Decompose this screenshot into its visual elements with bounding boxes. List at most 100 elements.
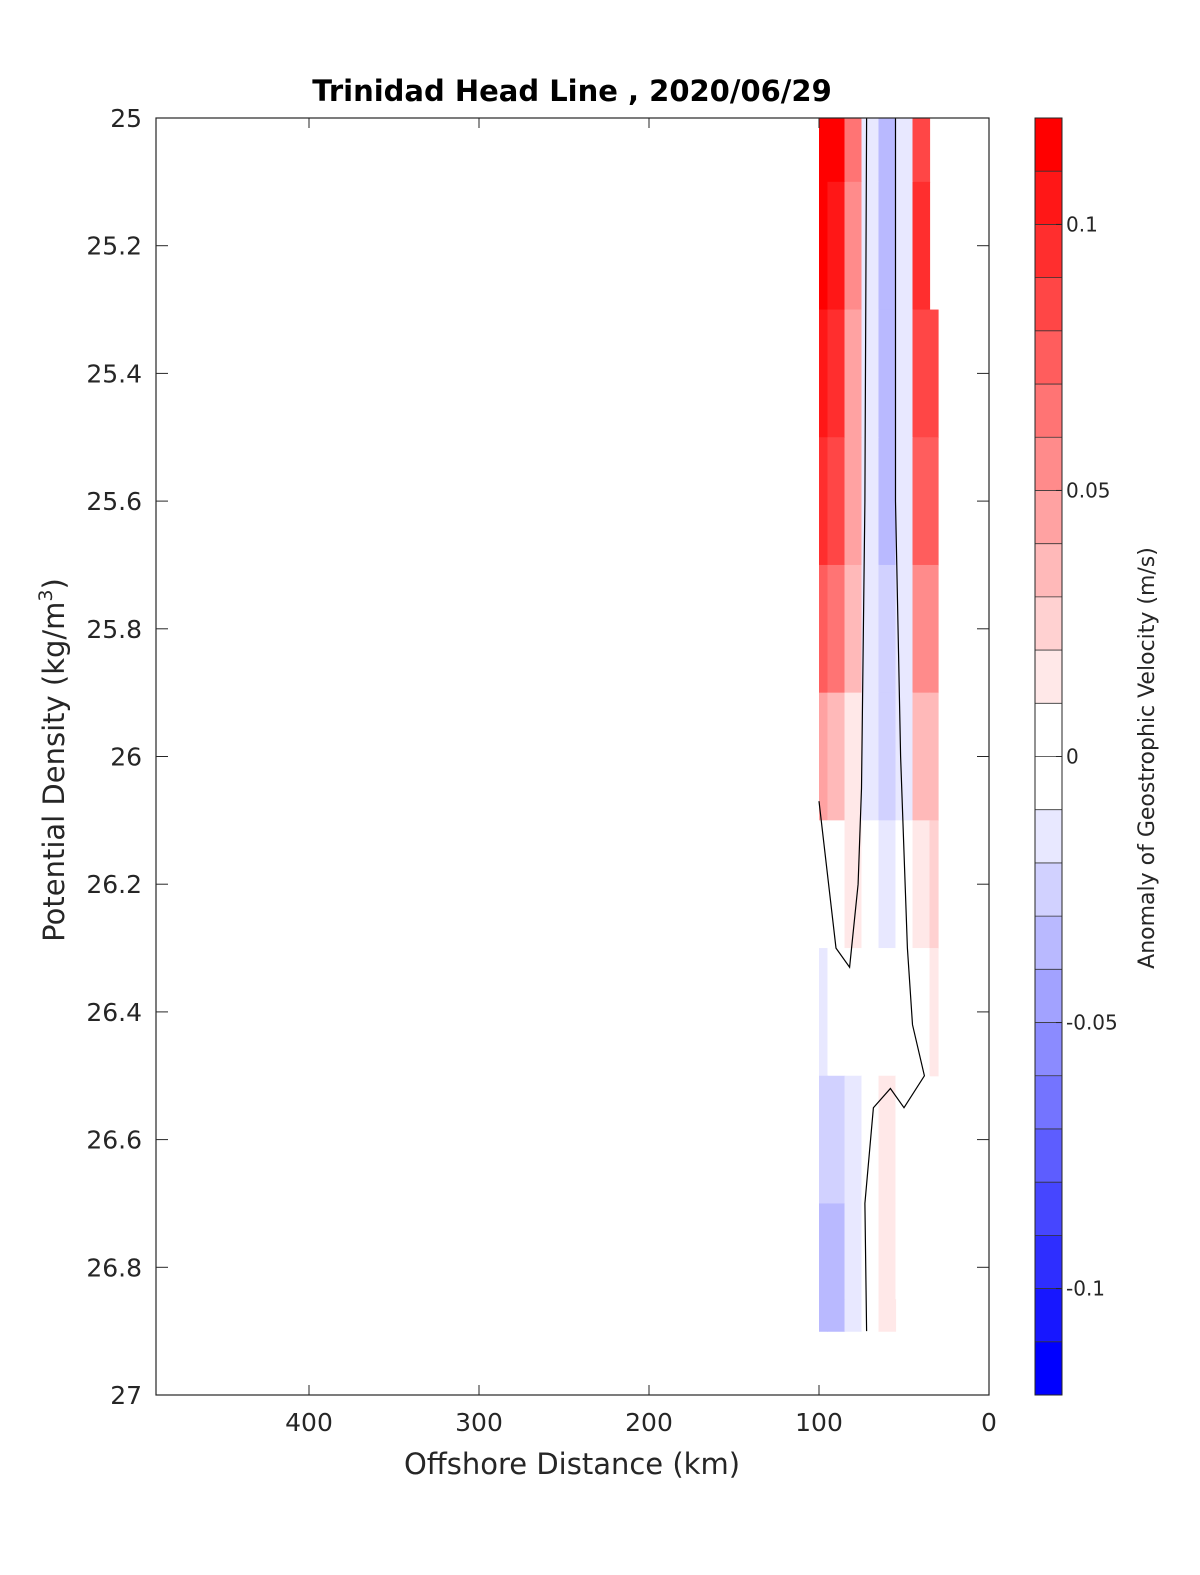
contour-cell [861, 692, 880, 821]
contour-cell [844, 564, 863, 694]
y-axis-title-superscript: 3 [35, 589, 57, 601]
zero-contour-lines [818, 118, 926, 1332]
colorbar-segment [1035, 437, 1062, 491]
colorbar-title: Anomaly of Geostrophic Velocity (m/s) [1135, 547, 1160, 969]
y-tick-label: 26 [110, 743, 142, 772]
contour-cell [912, 437, 931, 566]
contour-cell [895, 309, 914, 438]
colorbar-segment [1035, 1341, 1062, 1396]
y-axis-title: Potential Density (kg/m3) [35, 578, 71, 942]
contour-cell [929, 820, 939, 949]
contour-cell [819, 820, 829, 949]
contour-cell [827, 181, 846, 311]
contour-cell [929, 692, 939, 821]
contour-cell [895, 948, 914, 1077]
colorbar-segment [1035, 703, 1062, 757]
y-tick-label: 25 [110, 104, 142, 133]
x-tick-label: 100 [795, 1408, 843, 1437]
y-tick-label: 27 [110, 1381, 142, 1410]
contour-cell [878, 820, 897, 949]
colorbar-segment [1035, 118, 1062, 172]
contour-cell [912, 1075, 931, 1205]
zero-contour-line [818, 118, 868, 969]
contour-cell [844, 437, 863, 566]
y-tick-label: 26.8 [86, 1253, 142, 1282]
contour-cell [844, 692, 863, 821]
contour-cell [912, 820, 931, 949]
y-tick-label: 25.2 [86, 232, 142, 261]
y-tick-label: 25.8 [86, 615, 142, 644]
colorbar-segment [1035, 1075, 1062, 1130]
colorbar-segment [1035, 862, 1062, 917]
contour-cell [827, 948, 846, 1077]
contour-cell [878, 1299, 897, 1332]
contour-cell [895, 1075, 914, 1205]
contour-cell [912, 564, 931, 694]
x-tick-label: 300 [455, 1408, 503, 1437]
contour-cell [895, 1203, 914, 1300]
contour-cell [878, 437, 897, 566]
contour-cell [878, 309, 897, 438]
contour-cell [895, 118, 914, 183]
colorbar-segment [1035, 969, 1062, 1024]
contour-cell [844, 1075, 863, 1205]
contour-cell [861, 564, 880, 694]
colorbar-segment [1035, 809, 1062, 864]
contour-cell [819, 181, 829, 311]
contour-fill-layer [819, 118, 939, 1332]
contour-cell [895, 564, 914, 694]
contour-cell [895, 437, 914, 566]
contour-cell [878, 692, 897, 821]
x-tick-label: 200 [625, 1408, 673, 1437]
colorbar-tick-label: 0.1 [1066, 212, 1098, 236]
contour-cell [912, 118, 931, 183]
y-tick-label: 25.6 [86, 487, 142, 516]
colorbar-segment [1035, 1022, 1062, 1077]
contour-cell [819, 1203, 829, 1300]
contour-cell [861, 948, 880, 1077]
contour-cell [827, 1299, 846, 1332]
contour-cell [827, 118, 846, 183]
contour-cell [844, 820, 863, 949]
contour-cell [819, 564, 829, 694]
contour-cell [844, 309, 863, 438]
contour-cell [827, 1203, 846, 1300]
y-tick-label: 26.6 [86, 1126, 142, 1155]
contour-cell [827, 1075, 846, 1205]
y-tick-label: 26.2 [86, 870, 142, 899]
colorbar-segment [1035, 330, 1062, 385]
colorbar-segment [1035, 596, 1062, 651]
contour-cell [844, 181, 863, 311]
contour-cell [819, 118, 829, 183]
contour-cell [912, 181, 931, 311]
contour-cell [819, 309, 829, 438]
colorbar-segment [1035, 224, 1062, 279]
colorbar-segment [1035, 1182, 1062, 1236]
colorbar-tick-label: 0.05 [1066, 478, 1111, 502]
contour-cell [861, 1299, 880, 1332]
contour-cell [861, 1203, 880, 1300]
contour-cell [912, 948, 931, 1077]
contour-cell [861, 437, 880, 566]
contour-cell [827, 309, 846, 438]
contour-cell [819, 1299, 829, 1332]
x-axis: 400 300 200 100 0 [285, 118, 997, 1437]
contour-cell [844, 1299, 863, 1332]
y-tick-label: 26.4 [86, 998, 142, 1027]
colorbar-segment [1035, 1235, 1062, 1290]
contour-cell [819, 692, 829, 821]
contour-cell [929, 309, 939, 438]
contour-cell [827, 820, 846, 949]
colorbar-segment [1035, 543, 1062, 598]
y-axis: 25 25.2 25.4 25.6 25.8 26 26.2 26.4 26.6 26.8 27 [86, 104, 989, 1410]
contour-cell [929, 948, 939, 1077]
contour-cell [878, 948, 897, 1077]
colorbar-segment [1035, 384, 1062, 438]
contour-cell [878, 1203, 897, 1300]
colorbar-segment [1035, 1128, 1062, 1183]
contour-cell [895, 692, 914, 821]
contour-cell [912, 692, 931, 821]
colorbar-tick-label: -0.05 [1066, 1011, 1118, 1035]
y-tick-label: 25.4 [86, 359, 142, 388]
